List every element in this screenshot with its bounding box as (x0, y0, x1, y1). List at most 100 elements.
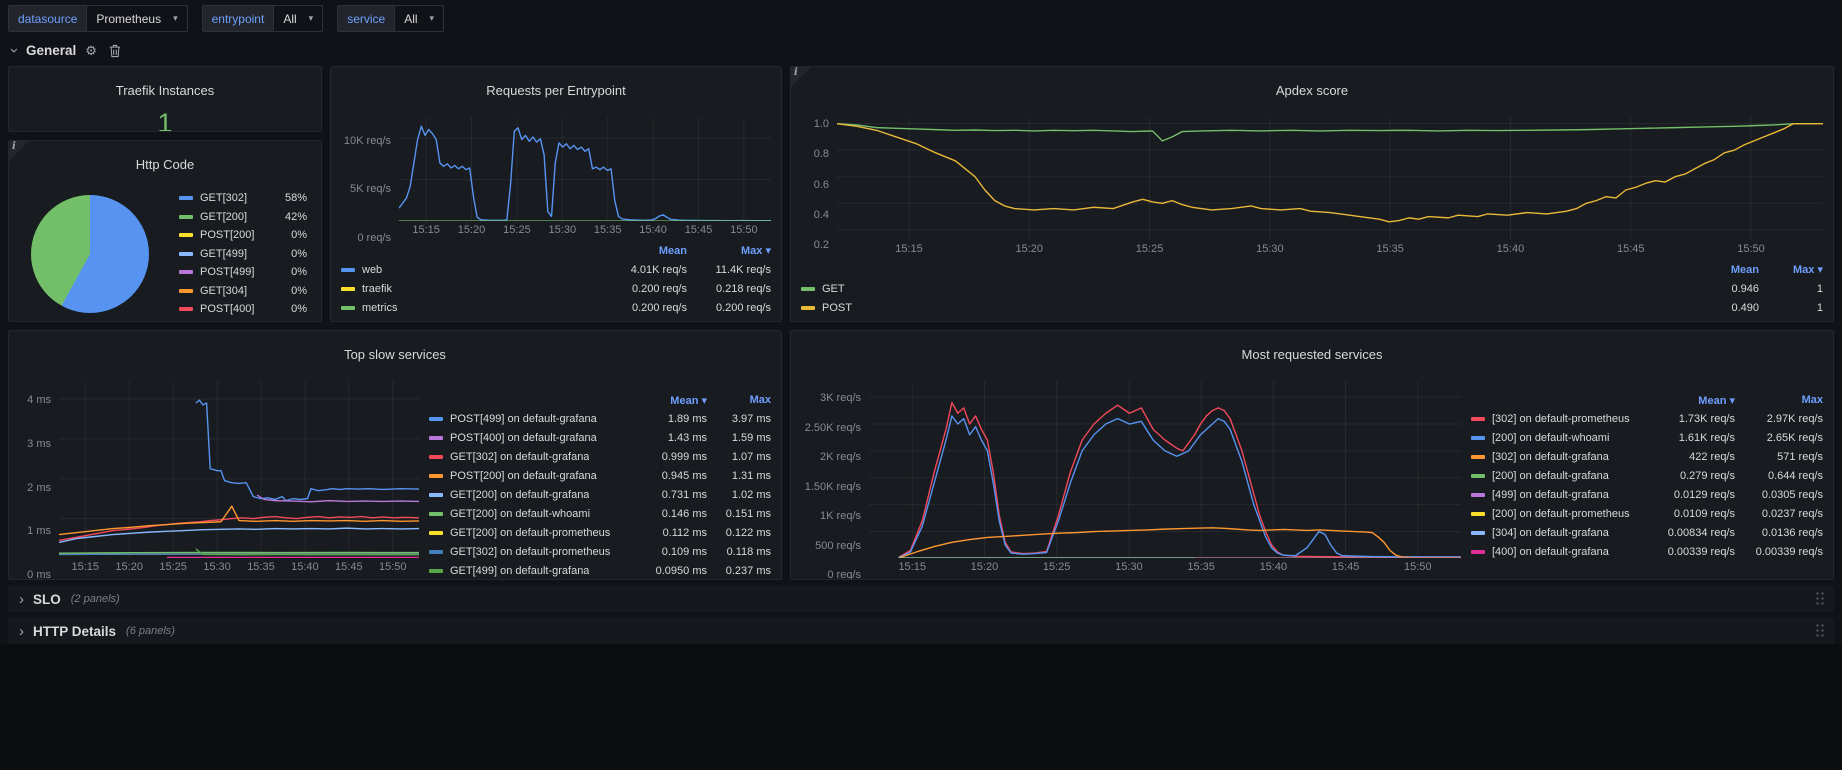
legend-sort-mean[interactable]: Mean (1695, 264, 1759, 276)
series-name: [304] on default-grafana (1492, 527, 1609, 540)
panel-title[interactable]: Requests per Entrypoint (486, 82, 626, 98)
series-mean-value: 0.999 ms (661, 451, 707, 464)
legend-item[interactable]: [302] on default-prometheus 1.73K req/s 2.… (1471, 410, 1823, 429)
legend-item[interactable]: POST[499] on default-grafana 1.89 ms 3.97 … (429, 410, 771, 429)
series-name: GET[200] on default-prometheus (450, 527, 611, 540)
series-max-value: 1.07 ms (731, 451, 771, 464)
time-series-chart: 0.2 0.4 0.6 0.8 1.0 15:15 15:20 15:25 15:30 15:3… (801, 117, 1823, 257)
plot-area[interactable] (399, 117, 771, 221)
x-axis-label: 15:35 (593, 224, 622, 236)
legend-sort-mean[interactable]: Mean ▾ (1647, 394, 1735, 407)
x-axis-label: 15:25 (159, 561, 187, 573)
series-mean-value: 0.945 ms (661, 470, 707, 483)
legend-item[interactable]: GET[200] on default-prometheus 0.112 ms 0.… (429, 524, 771, 543)
legend-sort-max[interactable]: Max ▾ (1759, 263, 1823, 276)
panel-title[interactable]: Http Code (135, 156, 195, 172)
legend-item[interactable]: GET[302] on default-prometheus 0.109 ms 0.… (429, 543, 771, 562)
row-general[interactable]: › General ⚙ (0, 37, 1842, 64)
drag-handle-icon[interactable] (1815, 623, 1826, 639)
panel-traefik-instances: Traefik Instances 1 (8, 66, 322, 132)
legend-item[interactable]: GET 0.946 1 (801, 279, 1823, 298)
legend-item[interactable]: [302] on default-grafana 422 req/s 571 req… (1471, 448, 1823, 467)
entrypoint-picker[interactable]: All ▾ (273, 5, 324, 32)
legend-item[interactable]: [200] on default-prometheus 0.0109 req/s 0… (1471, 505, 1823, 524)
legend-item[interactable]: GET[499] on default-grafana 0.0950 ms 0.23… (429, 562, 771, 579)
y-axis-label: 2K req/s (820, 451, 861, 464)
panel-title[interactable]: Most requested services (1241, 346, 1383, 362)
legend-item[interactable]: web 4.01K req/s 11.4K req/s (341, 260, 771, 279)
series-name: GET[304] (200, 284, 248, 297)
plot-area[interactable] (837, 117, 1823, 240)
legend-sort-max[interactable]: Max (707, 394, 771, 406)
series-color-swatch (179, 307, 193, 312)
x-axis-label: 15:15 (898, 561, 926, 573)
legend-header: Mean Max ▾ (801, 260, 1823, 279)
series-max-value: 0.0237 req/s (1761, 508, 1823, 521)
series-line (399, 126, 771, 221)
info-icon[interactable]: i (9, 141, 29, 161)
series-name: GET[200] on default-whoami (450, 508, 591, 521)
time-series-chart: 0 req/s 5K req/s 10K req/s 15:15 15:20 15:25… (341, 117, 771, 244)
x-axis: 15:15 15:20 15:25 15:30 15:35 15:40 15:45 15:50 (837, 240, 1823, 257)
row-http-details[interactable]: › HTTP Details (6 panels) (8, 618, 1834, 644)
legend-sort-mean[interactable]: Mean (603, 245, 687, 257)
y-axis-label: 10K req/s (343, 134, 391, 147)
trash-icon[interactable] (106, 42, 124, 60)
gear-icon[interactable]: ⚙ (82, 42, 100, 59)
series-name: [302] on default-prometheus (1492, 413, 1630, 426)
y-axis-label: 0.8 (813, 148, 829, 161)
legend-sort-max[interactable]: Max ▾ (687, 244, 771, 257)
legend-item[interactable]: GET[200] on default-grafana 0.731 ms 1.02 … (429, 486, 771, 505)
series-mean-value: 0.146 ms (661, 508, 707, 521)
series-line (196, 549, 419, 555)
pie-legend-item[interactable]: GET[302] 58% (179, 189, 307, 208)
row-slo[interactable]: › SLO (2 panels) (8, 586, 1834, 612)
legend-item[interactable]: [200] on default-grafana 0.279 req/s 0.644… (1471, 467, 1823, 486)
pie-legend-item[interactable]: POST[499] 0% (179, 263, 307, 282)
datasource-picker[interactable]: Prometheus ▾ (86, 5, 188, 32)
pie-legend-item[interactable]: POST[200] 0% (179, 226, 307, 245)
legend-item[interactable]: [304] on default-grafana 0.00834 req/s 0.0… (1471, 524, 1823, 543)
legend-sort-mean[interactable]: Mean ▾ (643, 394, 707, 407)
service-picker[interactable]: All ▾ (394, 5, 445, 32)
plot-area[interactable] (869, 381, 1461, 558)
legend-item[interactable]: [499] on default-grafana 0.0129 req/s 0.03… (1471, 486, 1823, 505)
legend-item[interactable]: [400] on default-grafana 0.00339 req/s 0.0… (1471, 543, 1823, 562)
panel-title[interactable]: Apdex score (1275, 82, 1349, 98)
legend-sort-max[interactable]: Max (1735, 394, 1823, 406)
series-color-swatch (341, 305, 355, 310)
datasource-value: Prometheus (96, 11, 162, 26)
series-max-value: 0.200 req/s (715, 301, 771, 314)
legend-item[interactable]: metrics 0.200 req/s 0.200 req/s (341, 298, 771, 317)
x-axis-label: 15:50 (730, 224, 758, 236)
pie-legend-item[interactable]: POST[400] 0% (179, 300, 307, 319)
legend-item[interactable]: POST[200] on default-grafana 0.945 ms 1.31… (429, 467, 771, 486)
series-mean-value: 1.43 ms (667, 432, 707, 445)
panel-title[interactable]: Top slow services (344, 346, 446, 362)
y-axis: 0 req/s 5K req/s 10K req/s (341, 117, 399, 244)
panel-title[interactable]: Traefik Instances (115, 82, 215, 98)
legend-item[interactable]: traefik 0.200 req/s 0.218 req/s (341, 279, 771, 298)
pie-chart[interactable] (31, 194, 149, 313)
legend-item[interactable]: POST 0.490 1 (801, 298, 1823, 317)
legend-item[interactable]: POST[400] on default-grafana 1.43 ms 1.59 … (429, 429, 771, 448)
plot-area[interactable] (59, 381, 419, 558)
legend-item[interactable]: GET[302] on default-grafana 0.999 ms 1.07 … (429, 448, 771, 467)
row-title: SLO (33, 591, 61, 607)
info-icon[interactable]: i (791, 67, 811, 87)
x-axis-label: 15:50 (1737, 243, 1765, 255)
series-name: [200] on default-whoami (1492, 432, 1610, 445)
series-name: [200] on default-prometheus (1492, 508, 1630, 521)
series-name: GET[302] on default-grafana (450, 451, 590, 464)
legend-item[interactable]: GET[200] on default-whoami 0.146 ms 0.151 … (429, 505, 771, 524)
pie-legend-item[interactable]: GET[304] 0% (179, 282, 307, 301)
drag-handle-icon[interactable] (1815, 591, 1826, 607)
series-value: 42% (284, 210, 307, 223)
series-max-value: 0.218 req/s (715, 282, 771, 295)
legend-header: Mean Max ▾ (341, 241, 771, 260)
series-line (59, 506, 419, 534)
series-color-swatch (1471, 493, 1485, 498)
pie-legend-item[interactable]: GET[200] 42% (179, 208, 307, 227)
legend-item[interactable]: [200] on default-whoami 1.61K req/s 2.65K … (1471, 429, 1823, 448)
pie-legend-item[interactable]: GET[499] 0% (179, 245, 307, 264)
